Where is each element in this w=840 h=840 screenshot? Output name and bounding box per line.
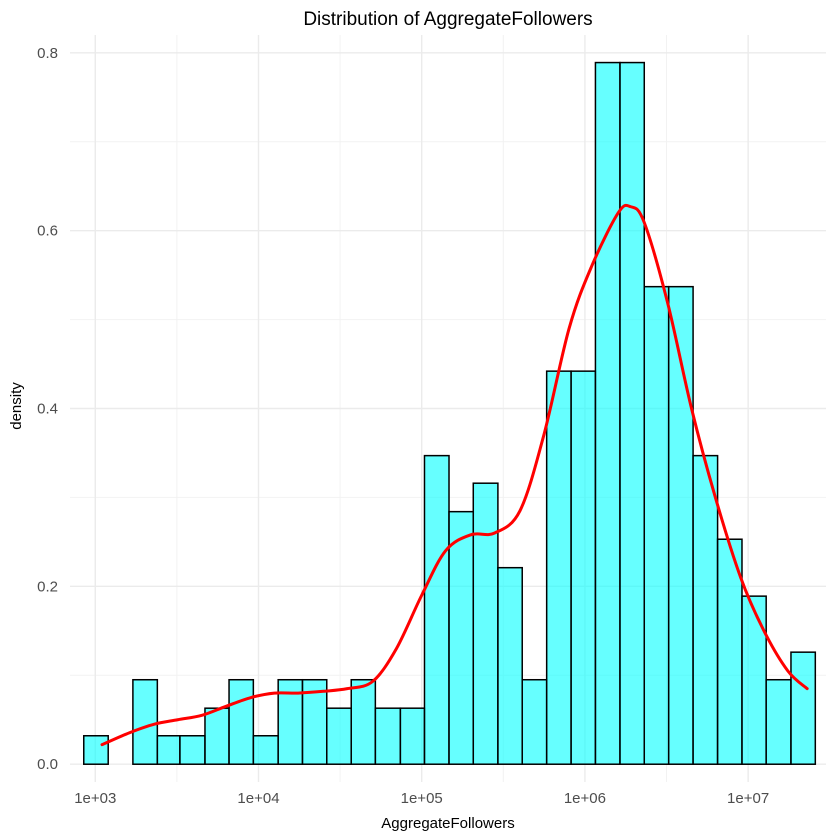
- x-axis-title: AggregateFollowers: [381, 815, 514, 832]
- y-tick-label: 0.0: [37, 756, 58, 773]
- histogram-bar: [326, 707, 352, 765]
- histogram-bar: [692, 454, 719, 765]
- x-tick-label: 1e+06: [564, 790, 606, 807]
- histogram-bar: [83, 735, 109, 765]
- x-tick-label: 1e+07: [727, 790, 769, 807]
- chart-title: Distribution of AggregateFollowers: [303, 9, 592, 30]
- histogram-bar: [765, 678, 792, 765]
- y-tick-label: 0.6: [37, 223, 58, 240]
- histogram-bar: [741, 595, 767, 765]
- histogram-bar: [156, 735, 181, 765]
- histogram-bar: [643, 285, 670, 765]
- density-curve: [100, 203, 809, 747]
- histogram-bar: [204, 707, 230, 765]
- histogram-bar: [423, 454, 450, 765]
- histogram-bar: [399, 707, 426, 765]
- histogram-bar: [790, 651, 817, 765]
- x-tick-label: 1e+03: [74, 790, 116, 807]
- histogram-bar: [472, 482, 499, 765]
- histogram-bar: [448, 510, 475, 765]
- histogram-bar: [252, 735, 279, 765]
- histogram-bar: [619, 61, 646, 765]
- histogram-bar: [716, 538, 743, 765]
- y-tick-labels: 0.0 0.2 0.4 0.6 0.8: [37, 45, 58, 773]
- histogram-bar: [521, 678, 548, 765]
- histogram-bar: [374, 707, 402, 765]
- y-tick-label: 0.8: [37, 45, 58, 62]
- x-tick-label: 1e+05: [401, 790, 443, 807]
- y-axis-title: density: [8, 382, 25, 430]
- y-tick-label: 0.4: [37, 401, 58, 418]
- x-tick-label: 1e+04: [237, 790, 279, 807]
- histogram-bar: [545, 370, 572, 765]
- histogram-bar: [301, 678, 328, 765]
- histogram-bar: [594, 61, 621, 765]
- histogram-bar: [350, 678, 377, 765]
- histogram-bar: [132, 678, 159, 765]
- histogram-bar: [570, 370, 597, 765]
- histogram-bar: [179, 735, 206, 765]
- y-tick-label: 0.2: [37, 578, 58, 595]
- histogram-bar: [228, 678, 255, 765]
- histogram-bars: [83, 61, 817, 765]
- x-tick-labels: 1e+03 1e+04 1e+05 1e+06 1e+07: [74, 790, 769, 807]
- histogram-bar: [497, 566, 523, 765]
